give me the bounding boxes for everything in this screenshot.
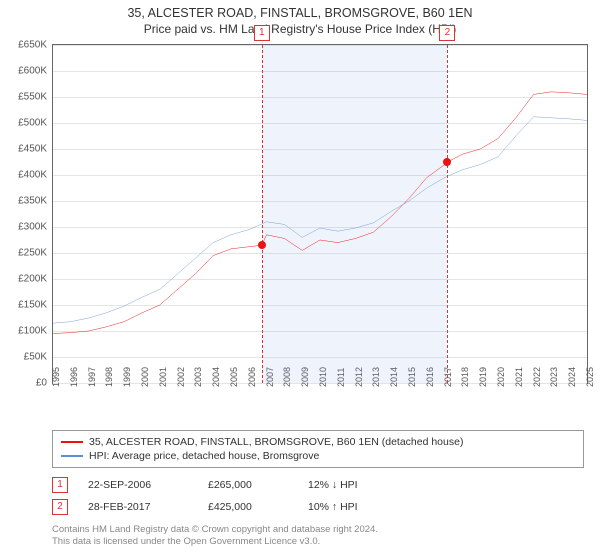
marker-point — [258, 241, 266, 249]
transactions-table: 1 22-SEP-2006 £265,000 12% ↓ HPI 2 28-FEB-201… — [52, 474, 584, 518]
transaction-price: £425,000 — [208, 501, 288, 513]
footnote: Contains HM Land Registry data © Crown c… — [52, 524, 584, 549]
ytick-label: £200K — [18, 273, 47, 284]
chart-area: £0£50K£100K£150K£200K£250K£300K£350K£400… — [52, 44, 588, 404]
ytick-label: £150K — [18, 300, 47, 311]
series-svg — [53, 45, 587, 383]
ytick-label: £650K — [18, 40, 47, 51]
plot-region: £0£50K£100K£150K£200K£250K£300K£350K£400… — [52, 44, 588, 384]
transaction-row: 2 28-FEB-2017 £425,000 10% ↑ HPI — [52, 496, 584, 518]
legend-swatch — [61, 455, 83, 457]
ytick-label: £600K — [18, 66, 47, 77]
chart-subtitle: Price paid vs. HM Land Registry's House … — [0, 22, 600, 36]
legend-label: 35, ALCESTER ROAD, FINSTALL, BROMSGROVE,… — [89, 436, 463, 448]
title-block: 35, ALCESTER ROAD, FINSTALL, BROMSGROVE,… — [0, 0, 600, 36]
ytick-label: £300K — [18, 222, 47, 233]
legend: 35, ALCESTER ROAD, FINSTALL, BROMSGROVE,… — [52, 430, 584, 468]
transaction-id-box: 1 — [52, 477, 68, 493]
ytick-label: £50K — [24, 352, 47, 363]
footnote-line1: Contains HM Land Registry data © Crown c… — [52, 524, 584, 536]
transaction-id-box: 2 — [52, 499, 68, 515]
transaction-row: 1 22-SEP-2006 £265,000 12% ↓ HPI — [52, 474, 584, 496]
legend-row: HPI: Average price, detached house, Brom… — [61, 449, 575, 463]
ytick-label: £350K — [18, 196, 47, 207]
ytick-label: £500K — [18, 118, 47, 129]
marker-label: 1 — [254, 25, 270, 41]
ytick-label: £450K — [18, 144, 47, 155]
marker-point — [443, 158, 451, 166]
ytick-label: £250K — [18, 248, 47, 259]
ytick-label: £550K — [18, 92, 47, 103]
ytick-label: £100K — [18, 326, 47, 337]
transaction-price: £265,000 — [208, 479, 288, 491]
ytick-label: £400K — [18, 170, 47, 181]
transaction-date: 22-SEP-2006 — [88, 479, 188, 491]
legend-swatch — [61, 441, 83, 443]
transaction-hpi: 12% ↓ HPI — [308, 479, 448, 491]
footnote-line2: This data is licensed under the Open Gov… — [52, 536, 584, 548]
series-hpi — [53, 117, 587, 323]
transaction-hpi: 10% ↑ HPI — [308, 501, 448, 513]
chart-container: 35, ALCESTER ROAD, FINSTALL, BROMSGROVE,… — [0, 0, 600, 560]
transaction-date: 28-FEB-2017 — [88, 501, 188, 513]
series-price_paid — [53, 92, 587, 334]
ytick-label: £0 — [36, 378, 47, 389]
legend-row: 35, ALCESTER ROAD, FINSTALL, BROMSGROVE,… — [61, 435, 575, 449]
marker-label: 2 — [439, 25, 455, 41]
chart-title: 35, ALCESTER ROAD, FINSTALL, BROMSGROVE,… — [0, 6, 600, 20]
legend-label: HPI: Average price, detached house, Brom… — [89, 450, 319, 462]
